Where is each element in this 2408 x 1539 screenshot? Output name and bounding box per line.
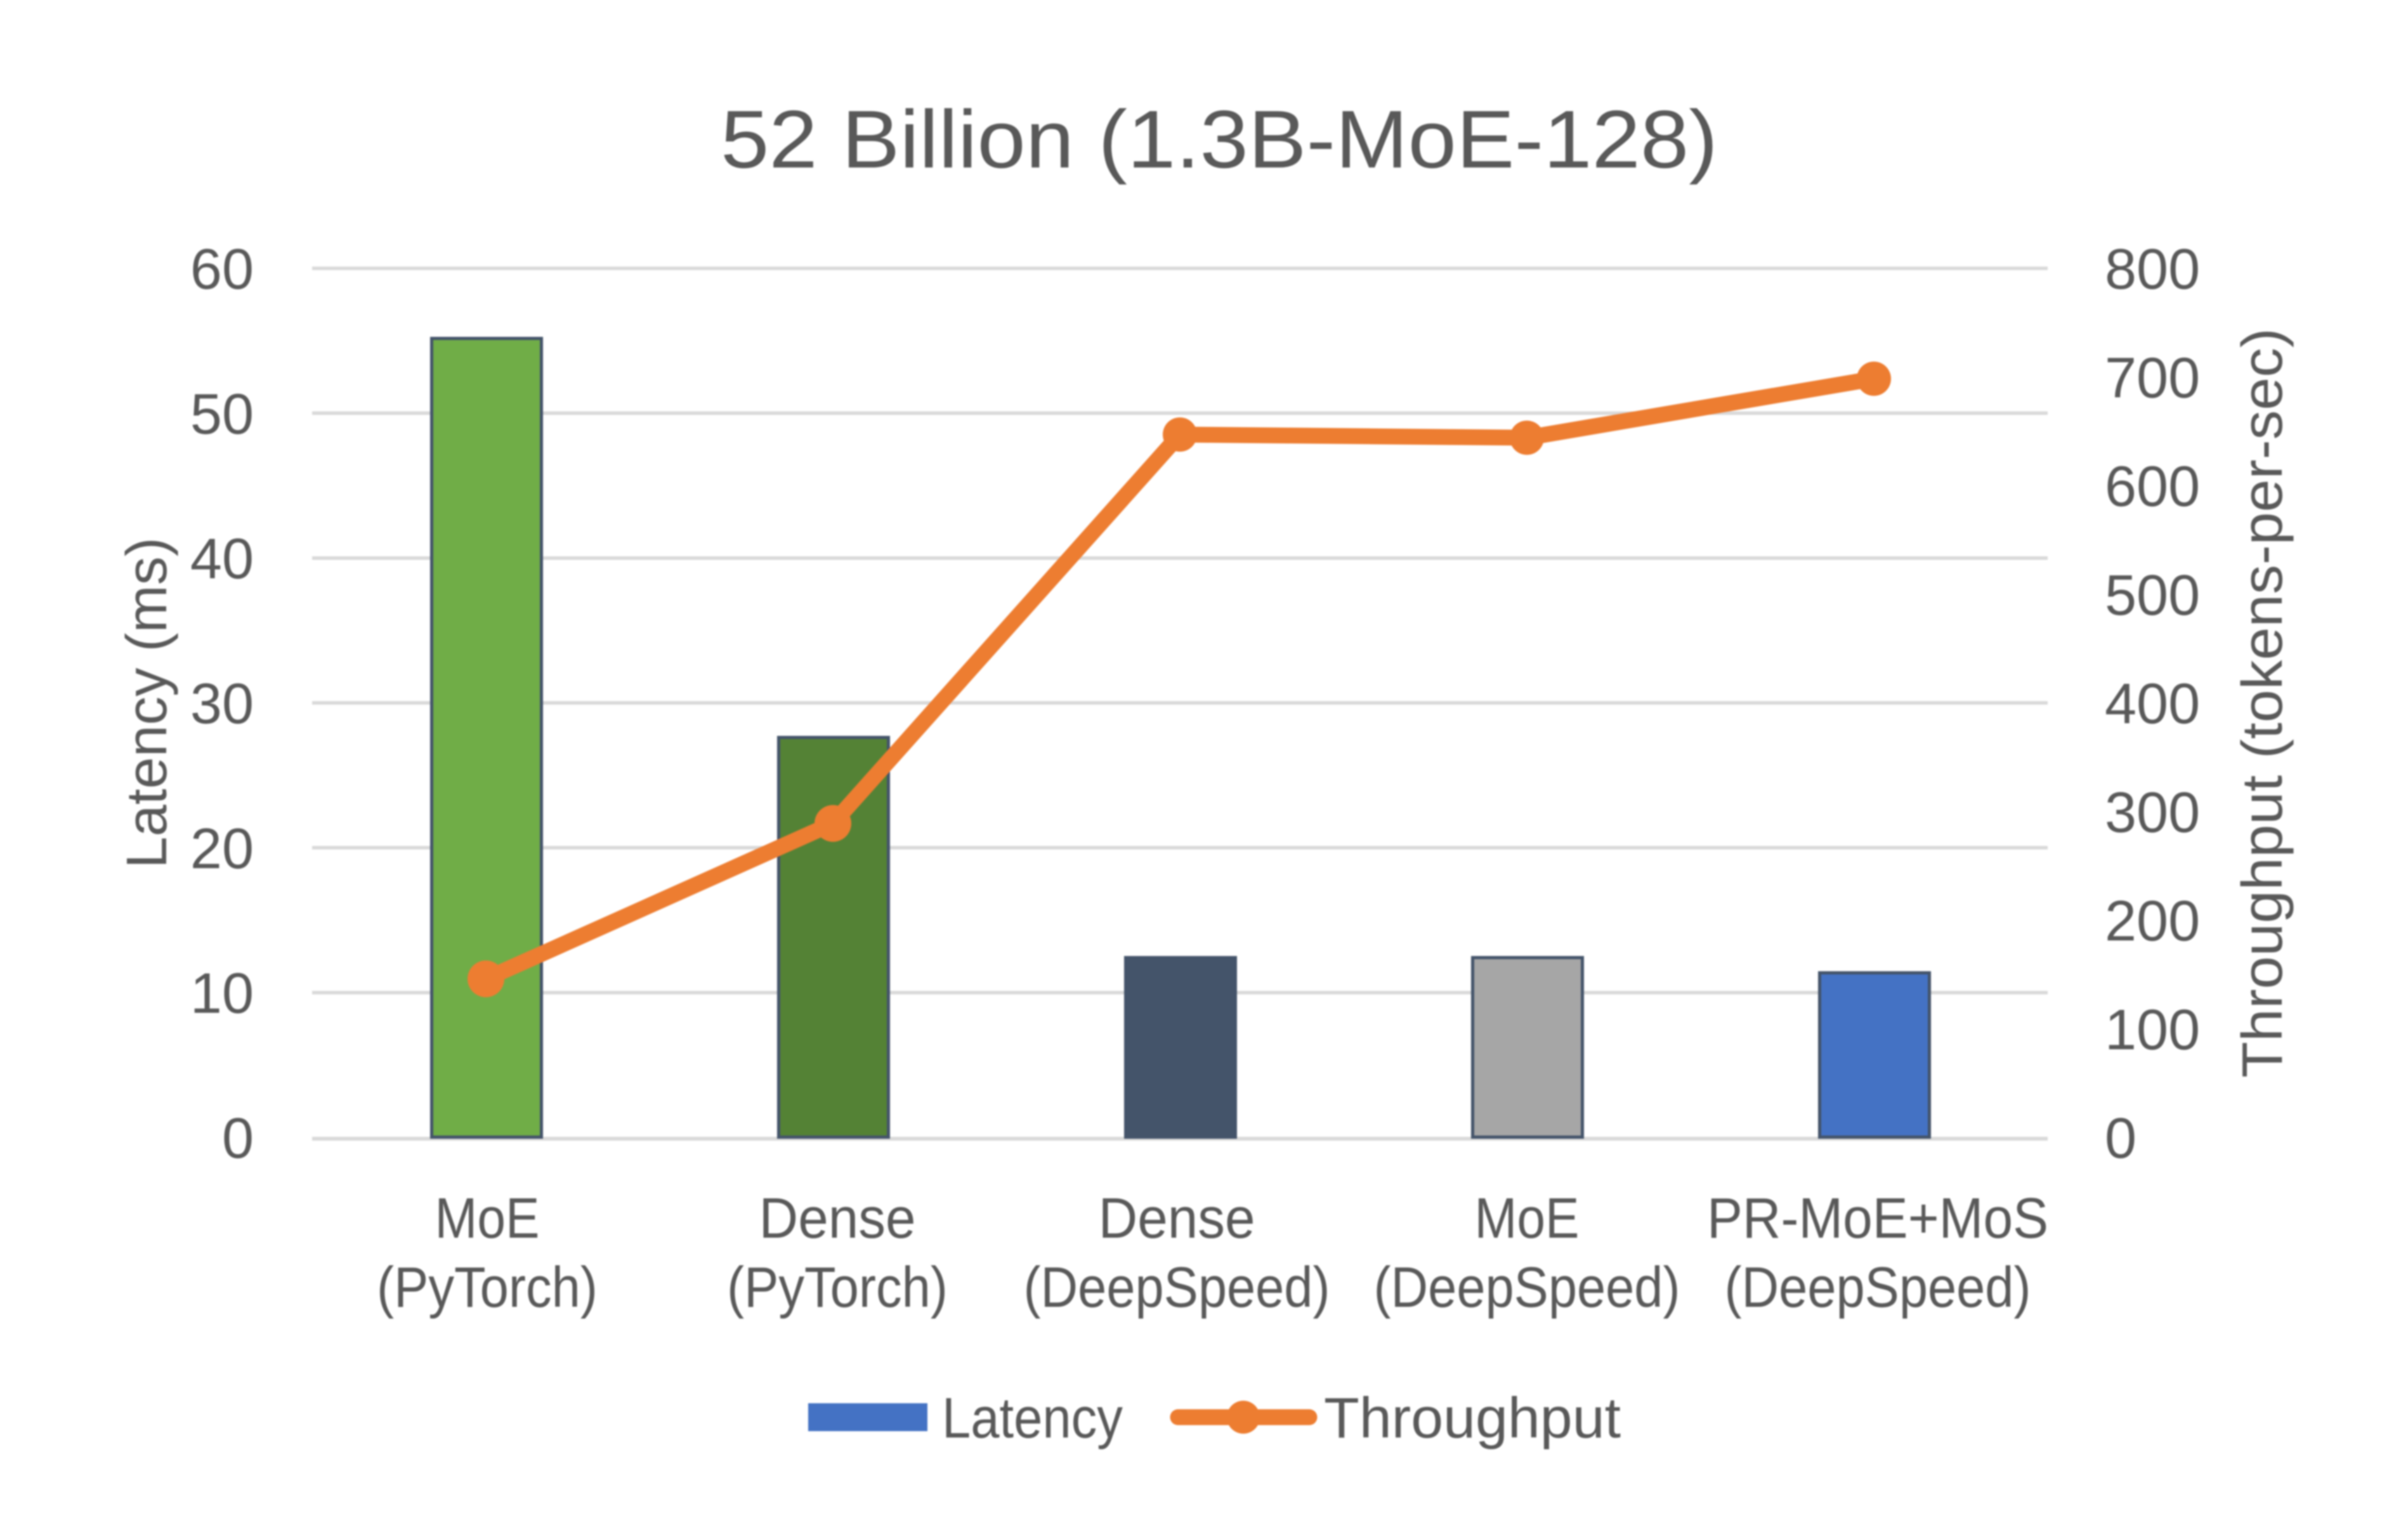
- svg-text:800: 800: [2105, 238, 2200, 301]
- svg-text:(DeepSpeed): (DeepSpeed): [1725, 1256, 2031, 1320]
- svg-text:(PyTorch): (PyTorch): [727, 1256, 948, 1320]
- svg-text:50: 50: [190, 383, 254, 446]
- svg-text:(PyTorch): (PyTorch): [377, 1256, 598, 1320]
- svg-text:10: 10: [190, 962, 254, 1026]
- svg-text:30: 30: [190, 672, 254, 736]
- svg-text:200: 200: [2105, 890, 2200, 953]
- svg-text:(DeepSpeed): (DeepSpeed): [1374, 1256, 1680, 1320]
- svg-text:Latency (ms): Latency (ms): [115, 537, 179, 868]
- svg-text:300: 300: [2105, 781, 2200, 844]
- svg-text:MoE: MoE: [435, 1187, 540, 1250]
- svg-text:100: 100: [2105, 999, 2200, 1062]
- svg-text:Dense: Dense: [759, 1187, 916, 1250]
- svg-text:600: 600: [2105, 455, 2200, 519]
- svg-text:52 Billion (1.3B-MoE-128): 52 Billion (1.3B-MoE-128): [721, 94, 1718, 185]
- svg-text:Throughput: Throughput: [1324, 1387, 1621, 1450]
- svg-text:PR-MoE+MoS: PR-MoE+MoS: [1707, 1187, 2048, 1250]
- svg-text:Latency: Latency: [942, 1387, 1123, 1450]
- svg-text:(DeepSpeed): (DeepSpeed): [1024, 1256, 1330, 1320]
- svg-text:Dense: Dense: [1099, 1187, 1255, 1250]
- svg-text:0: 0: [222, 1107, 254, 1170]
- svg-text:60: 60: [190, 238, 254, 301]
- svg-text:Throughput (tokens-per-sec): Throughput (tokens-per-sec): [2231, 328, 2294, 1078]
- svg-text:40: 40: [190, 528, 254, 591]
- svg-text:400: 400: [2105, 672, 2200, 736]
- svg-text:MoE: MoE: [1475, 1187, 1580, 1250]
- svg-text:700: 700: [2105, 346, 2200, 410]
- svg-text:500: 500: [2105, 564, 2200, 627]
- svg-text:20: 20: [190, 817, 254, 881]
- svg-text:0: 0: [2105, 1107, 2136, 1170]
